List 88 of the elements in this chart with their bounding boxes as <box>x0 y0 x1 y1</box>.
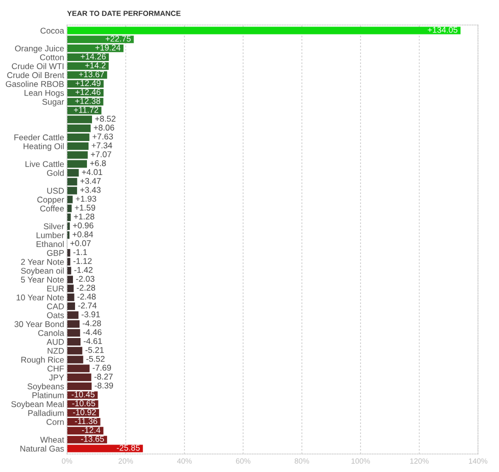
y-tick-label: Wheat <box>40 436 64 443</box>
y-tick-label: Crude Oil WTI <box>12 63 64 70</box>
y-tick-label: JPY <box>49 374 64 380</box>
y-tick-label: 30 Year Bond <box>14 320 64 328</box>
data-label: -5.21 <box>85 347 104 353</box>
y-tick-label: CAD <box>47 303 64 310</box>
data-label: +1.28 <box>74 214 94 220</box>
y-tick-label: Cotton <box>40 54 64 60</box>
data-label: -8.27 <box>94 374 113 380</box>
data-label: -10.45 <box>72 391 95 398</box>
y-tick-label: Coffee <box>40 205 64 212</box>
data-label: +8.52 <box>95 116 116 122</box>
y-tick-label: Gold <box>47 170 64 176</box>
data-label: +1.59 <box>74 204 96 211</box>
data-label: -2.48 <box>77 294 96 300</box>
y-tick-label: Oats <box>47 312 64 318</box>
data-label: -10.92 <box>73 409 96 416</box>
y-tick-label: Soybeans <box>28 383 64 391</box>
data-label: +19.24 <box>95 44 120 51</box>
y-tick-label: EUR <box>47 286 64 292</box>
data-label: -4.46 <box>83 329 102 336</box>
y-tick-label: Cocoa <box>40 28 64 34</box>
y-tick-label: Orange Juice <box>15 45 64 54</box>
data-label: +7.07 <box>90 151 112 158</box>
data-label: +11.72 <box>74 106 98 113</box>
data-label: +3.47 <box>80 178 101 184</box>
y-tick-label: 5 Year Note <box>20 276 64 283</box>
y-tick-label: Silver <box>44 223 64 230</box>
y-tick-label: Natural Gas <box>20 445 64 452</box>
y-tick-label: Corn <box>46 419 64 425</box>
data-label: -2.74 <box>78 302 97 308</box>
data-label: +134.05 <box>428 26 458 33</box>
data-label: +0.96 <box>73 222 94 228</box>
data-label: -13.65 <box>81 436 104 442</box>
data-label: +22.75 <box>106 36 131 42</box>
data-label: -3.91 <box>82 311 100 318</box>
data-label: +12.38 <box>75 98 100 104</box>
y-tick-label: GBP <box>47 250 64 256</box>
data-label: +8.06 <box>94 124 114 131</box>
data-label: -1.12 <box>73 258 92 264</box>
data-label: -11.36 <box>74 418 98 424</box>
y-tick-label: Lean Hogs <box>24 90 64 98</box>
data-label: +7.34 <box>92 142 112 148</box>
data-label: -5.52 <box>86 356 105 362</box>
y-tick-label: Gasoline RBOB <box>6 80 64 87</box>
y-tick-label: 2 Year Note <box>21 258 64 265</box>
y-tick-label: Lumber <box>36 232 64 238</box>
data-label: +1.93 <box>76 196 96 202</box>
data-label: -12.4 <box>82 427 100 433</box>
data-label: +14.26 <box>80 54 106 60</box>
y-tick-label: Live Cattle <box>26 160 64 168</box>
y-tick-label: Heating Oil <box>24 143 64 151</box>
data-label: +6.8 <box>90 160 106 166</box>
y-tick-label: Feeder Cattle <box>14 134 64 140</box>
data-label: -2.28 <box>76 284 96 291</box>
data-label: -4.61 <box>84 338 102 344</box>
y-tick-label: Crude Oil Brent <box>7 72 64 78</box>
y-tick-label: Copper <box>37 196 64 204</box>
data-label: +14.2 <box>85 62 106 68</box>
data-label: +0.84 <box>72 231 94 238</box>
data-label: -1.1 <box>73 249 87 255</box>
data-label: -7.69 <box>92 364 111 371</box>
data-label: -25.85 <box>116 444 140 451</box>
y-tick-label: AUD <box>46 339 64 345</box>
data-label: -2.03 <box>76 276 94 282</box>
y-tick-label: Rough Rice <box>21 356 64 364</box>
y-tick-label: 10 Year Note <box>16 294 64 300</box>
data-label: +3.43 <box>80 186 101 193</box>
data-label: +7.63 <box>92 134 113 140</box>
y-tick-label: USD <box>47 188 64 194</box>
y-tick-label: Platinum <box>32 392 64 398</box>
data-label: -1.42 <box>74 266 93 273</box>
data-label: +4.01 <box>82 169 102 176</box>
y-tick-label: CHF <box>48 366 64 372</box>
y-tick-label: Soybean oil <box>21 268 64 276</box>
data-label: -10.65 <box>72 400 96 406</box>
y-tick-label: Canola <box>38 330 64 336</box>
y-tick-label: NZD <box>48 348 64 354</box>
data-label: +13.67 <box>79 71 104 78</box>
y-tick-label: Soybean Meal <box>11 401 64 409</box>
y-tick-label: Palladium <box>28 410 64 416</box>
y-tick-label: Ethanol <box>36 240 64 248</box>
y-tick-label: Sugar <box>42 98 64 106</box>
data-label: +12.46 <box>75 89 100 95</box>
data-label: +12.49 <box>76 80 100 86</box>
data-label: -4.28 <box>82 320 101 326</box>
data-label: -8.39 <box>94 382 114 388</box>
data-label: +0.07 <box>70 240 91 246</box>
